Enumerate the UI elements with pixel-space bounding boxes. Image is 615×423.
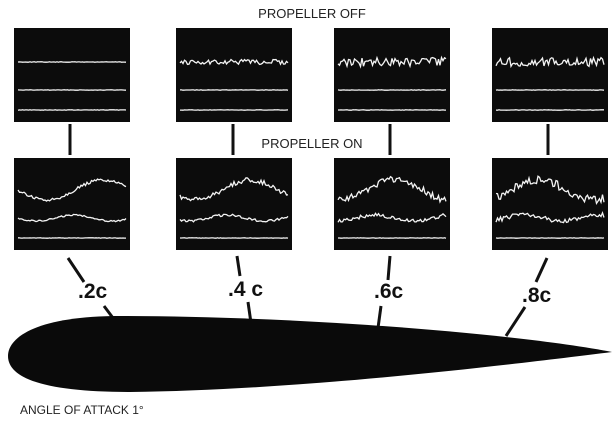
leader <box>68 258 84 282</box>
figure: PROPELLER OFF PROPELLER ON .2c .4 c .6c … <box>0 0 615 423</box>
station-label: .6c <box>374 280 404 303</box>
scope-panel <box>176 158 292 250</box>
station-label: .8c <box>522 284 552 307</box>
top-label: PROPELLER OFF <box>258 6 366 21</box>
station-label: .4 c <box>228 278 263 301</box>
leader <box>237 256 240 276</box>
scope-panel <box>14 28 130 122</box>
scope-panel <box>334 158 450 250</box>
scope-panel <box>492 28 608 122</box>
airfoil <box>8 316 612 392</box>
station-label: .2c <box>78 280 108 303</box>
leader <box>536 258 547 282</box>
connectors <box>68 124 548 336</box>
caption: ANGLE OF ATTACK 1° <box>20 403 144 417</box>
scope-panel <box>492 158 608 250</box>
leader <box>506 307 525 336</box>
scope-panel <box>334 28 450 122</box>
scope-panel <box>14 158 130 250</box>
leader <box>388 256 390 280</box>
scope-panel <box>176 28 292 122</box>
leader <box>378 306 381 328</box>
middle-label: PROPELLER ON <box>261 136 362 151</box>
